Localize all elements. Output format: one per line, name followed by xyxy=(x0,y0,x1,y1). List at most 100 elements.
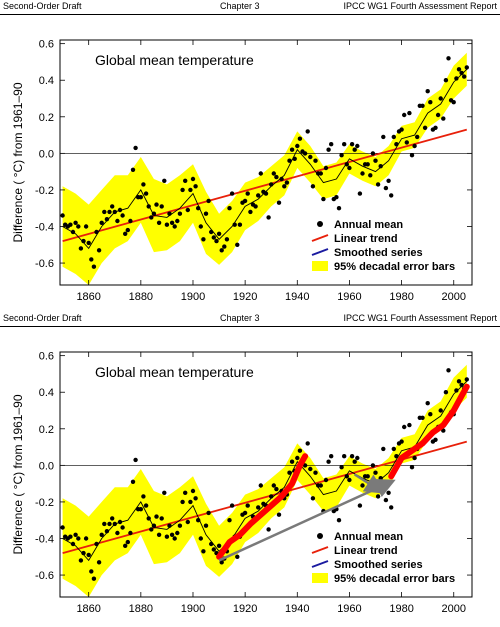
annual-mean-point xyxy=(399,127,404,132)
annual-mean-point xyxy=(86,240,91,246)
trend-arrow xyxy=(353,473,385,494)
error-band xyxy=(62,52,467,285)
annual-mean-point xyxy=(130,479,136,484)
annual-mean-point xyxy=(313,158,318,163)
annual-mean-point xyxy=(115,530,120,536)
annual-mean-point xyxy=(451,100,456,105)
annual-mean-point xyxy=(167,211,172,216)
annual-mean-point xyxy=(389,505,394,510)
annual-mean-point xyxy=(76,536,81,541)
annual-mean-point xyxy=(409,153,415,158)
annual-mean-point xyxy=(149,215,154,220)
annual-mean-point xyxy=(391,134,396,140)
annual-mean-point xyxy=(159,204,164,209)
legend-swatch-linear-trend xyxy=(311,546,329,554)
plot-area xyxy=(60,52,472,285)
annual-mean-point xyxy=(349,454,355,459)
legend-swatch-error-bars xyxy=(312,261,328,271)
warming-period-highlight xyxy=(216,453,309,560)
annual-mean-point xyxy=(112,521,118,527)
y-tick-label: -0.6 xyxy=(35,258,54,270)
annual-mean-point xyxy=(305,441,310,446)
annual-mean-point xyxy=(274,174,279,180)
annual-mean-point xyxy=(172,536,177,541)
header-report-label: IPCC WG1 Fourth Assessment Report xyxy=(343,1,497,11)
annual-mean-point xyxy=(159,516,164,521)
annual-mean-point xyxy=(216,231,222,236)
legend-label: Annual mean xyxy=(334,219,403,231)
y-tick-label: 0.0 xyxy=(39,460,54,472)
x-tick-label: 1960 xyxy=(337,291,361,303)
annual-mean-point xyxy=(349,142,355,147)
annual-mean-point xyxy=(336,518,342,523)
annual-mean-point xyxy=(78,558,84,563)
annual-mean-point xyxy=(180,187,185,193)
annual-mean-point xyxy=(302,151,308,156)
annual-mean-point xyxy=(133,145,138,151)
annual-mean-point xyxy=(146,516,151,521)
annual-mean-point xyxy=(112,209,118,215)
annual-mean-point xyxy=(196,518,201,523)
annual-mean-point xyxy=(125,539,130,545)
annual-mean-point xyxy=(357,191,363,196)
annual-mean-point xyxy=(83,536,89,541)
legend: Annual mean Linear trend Smoothed series 95… xyxy=(311,531,455,585)
annual-mean-point xyxy=(266,215,271,220)
annual-mean-point xyxy=(175,218,180,224)
annual-mean-point xyxy=(149,527,154,532)
annual-mean-point xyxy=(438,408,443,413)
annual-mean-point xyxy=(115,218,120,224)
x-tick-label: 1940 xyxy=(285,291,309,303)
annual-mean-point xyxy=(222,244,227,249)
annual-mean-point xyxy=(284,180,290,185)
annual-mean-point xyxy=(386,178,391,183)
annual-mean-point xyxy=(128,530,133,536)
annual-mean-point xyxy=(162,490,167,495)
annual-mean-point xyxy=(394,454,399,459)
annual-mean-point xyxy=(438,96,443,101)
annual-mean-point xyxy=(373,158,378,163)
warming-period-highlight xyxy=(388,383,470,480)
x-tick-label: 1960 xyxy=(337,603,361,615)
annual-mean-point xyxy=(89,257,94,262)
annual-mean-point xyxy=(370,151,376,156)
annual-mean-point xyxy=(295,455,300,461)
annual-mean-point xyxy=(214,238,219,244)
annual-mean-point xyxy=(177,523,183,528)
annual-mean-point xyxy=(428,100,433,105)
annual-mean-point xyxy=(344,162,349,167)
annual-mean-point xyxy=(347,477,352,483)
annual-mean-point xyxy=(295,143,300,149)
annual-mean-point xyxy=(224,237,230,242)
annual-mean-point xyxy=(177,211,183,216)
annual-mean-point xyxy=(318,483,323,488)
annual-mean-point xyxy=(352,459,357,464)
legend-label: Smoothed series xyxy=(334,247,423,259)
annual-mean-point xyxy=(83,224,89,229)
annual-mean-point xyxy=(256,193,261,198)
y-tick-label: 0.2 xyxy=(39,112,54,124)
annual-mean-point xyxy=(308,466,313,472)
y-tick-label: 0.0 xyxy=(39,148,54,160)
annual-mean-point xyxy=(386,490,391,495)
legend-swatch-annual-mean xyxy=(317,533,323,539)
annual-mean-point xyxy=(433,125,438,130)
annual-mean-point xyxy=(433,437,438,442)
annual-mean-point xyxy=(68,534,73,539)
x-tick-label: 1980 xyxy=(389,291,413,303)
header-chapter-label: Chapter 3 xyxy=(220,1,260,11)
annual-mean-point xyxy=(287,158,292,163)
annual-mean-point xyxy=(123,543,128,548)
annual-mean-point xyxy=(459,382,464,388)
annual-mean-point xyxy=(78,246,84,251)
chart-panel-top: Second-Order Draft Chapter 3 IPCC WG1 Fo… xyxy=(0,0,500,312)
annual-mean-point xyxy=(321,196,326,202)
annual-mean-point xyxy=(99,532,104,537)
annual-mean-point xyxy=(70,229,76,235)
annual-mean-point xyxy=(339,153,344,158)
annual-mean-point xyxy=(375,494,381,499)
annual-mean-point xyxy=(120,525,125,530)
plot-frame xyxy=(59,39,473,286)
annual-mean-point xyxy=(235,554,240,559)
annual-mean-point xyxy=(435,112,441,118)
